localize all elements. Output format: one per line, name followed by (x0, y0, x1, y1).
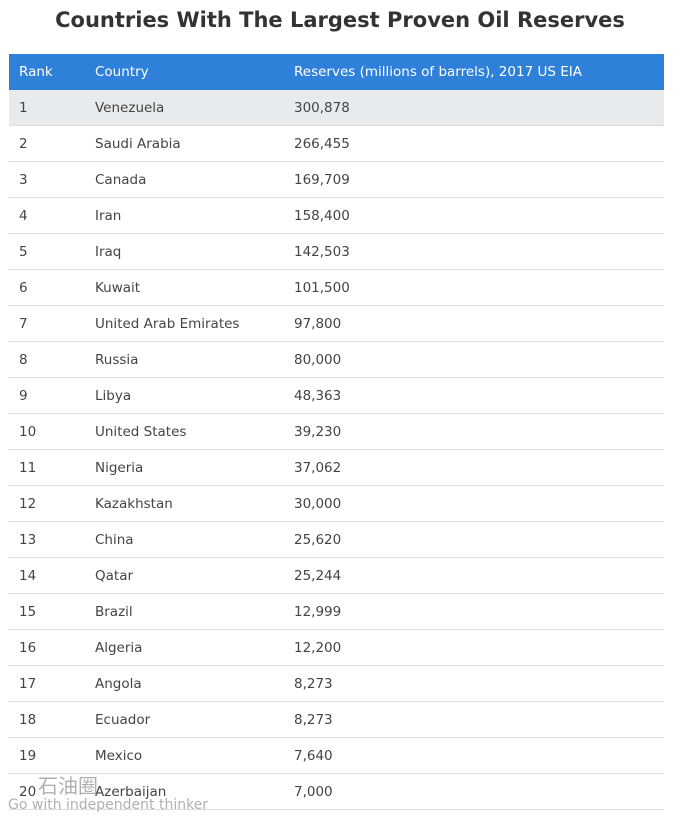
table-cell: 4 (9, 197, 95, 234)
table-row: 19 Mexico 7,640 (9, 737, 664, 774)
table-cell: 15 (9, 593, 95, 630)
table-cell: 18 (9, 701, 95, 738)
table-row: 11 Nigeria 37,062 (9, 449, 664, 486)
table-cell: 17 (9, 665, 95, 702)
table-cell: Mexico (95, 737, 294, 774)
table-cell: 20 (9, 773, 95, 810)
table-row: 13 China 25,620 (9, 521, 664, 558)
column-header: Rank (9, 54, 95, 90)
table-cell: 8,273 (294, 665, 664, 702)
table-cell: 142,503 (294, 233, 664, 270)
table-cell: 7 (9, 305, 95, 342)
table-cell: 13 (9, 521, 95, 558)
table: Rank Country Reserves (millions of barrels… (9, 54, 664, 810)
table-cell: 80,000 (294, 341, 664, 378)
table-row: 17 Angola 8,273 (9, 665, 664, 702)
table-cell: 14 (9, 557, 95, 594)
table-cell: 25,620 (294, 521, 664, 558)
table-cell: Ecuador (95, 701, 294, 738)
table-cell: Algeria (95, 629, 294, 666)
table-row: 16 Algeria 12,200 (9, 629, 664, 666)
table-cell: Russia (95, 341, 294, 378)
table-cell: 97,800 (294, 305, 664, 342)
table-cell: Angola (95, 665, 294, 702)
table-cell: Saudi Arabia (95, 125, 294, 162)
table-cell: Canada (95, 161, 294, 198)
table-cell: Iraq (95, 233, 294, 270)
header-row: Rank Country Reserves (millions of barrels… (9, 54, 664, 90)
table-cell: 30,000 (294, 485, 664, 522)
table-cell: 10 (9, 413, 95, 450)
table-cell: 2 (9, 125, 95, 162)
table-row: 4 Iran 158,400 (9, 197, 664, 234)
table-cell: 300,878 (294, 90, 664, 126)
table-cell: 7,640 (294, 737, 664, 774)
table-cell: 37,062 (294, 449, 664, 486)
table-cell: Azerbaijan (95, 773, 294, 810)
table-cell: 8,273 (294, 701, 664, 738)
title: Countries With The Largest Proven Oil Re… (55, 8, 625, 32)
table-cell: Kuwait (95, 269, 294, 306)
table-row: 14 Qatar 25,244 (9, 557, 664, 594)
table-cell: 6 (9, 269, 95, 306)
table-row: 1 Venezuela 300,878 (9, 90, 664, 126)
table-cell: 158,400 (294, 197, 664, 234)
table-cell: Qatar (95, 557, 294, 594)
table-cell: 3 (9, 161, 95, 198)
table-cell: Kazakhstan (95, 485, 294, 522)
table-cell: 11 (9, 449, 95, 486)
table-cell: 19 (9, 737, 95, 774)
table-cell: China (95, 521, 294, 558)
table-cell: 1 (9, 90, 95, 126)
table-cell: 12,999 (294, 593, 664, 630)
table-cell: 9 (9, 377, 95, 414)
table-cell: 5 (9, 233, 95, 270)
table-row: 3 Canada 169,709 (9, 161, 664, 198)
table-cell: 48,363 (294, 377, 664, 414)
table-cell: 12,200 (294, 629, 664, 666)
table-row: 9 Libya 48,363 (9, 377, 664, 414)
table-row: 12 Kazakhstan 30,000 (9, 485, 664, 522)
table-cell: 101,500 (294, 269, 664, 306)
table-row: 7 United Arab Emirates 97,800 (9, 305, 664, 342)
table-cell: 169,709 (294, 161, 664, 198)
table-cell: 266,455 (294, 125, 664, 162)
table-row: 5 Iraq 142,503 (9, 233, 664, 270)
table-cell: 39,230 (294, 413, 664, 450)
table-cell: Venezuela (95, 90, 294, 126)
table-cell: 25,244 (294, 557, 664, 594)
table-cell: 8 (9, 341, 95, 378)
table-row: 8 Russia 80,000 (9, 341, 664, 378)
table-cell: Brazil (95, 593, 294, 630)
table-cell: 7,000 (294, 773, 664, 810)
table-row: 18 Ecuador 8,273 (9, 701, 664, 738)
table-cell: 16 (9, 629, 95, 666)
table-cell: 12 (9, 485, 95, 522)
column-header: Country (95, 54, 294, 90)
column-header: Reserves (millions of barrels), 2017 US … (294, 54, 664, 90)
table-row: 2 Saudi Arabia 266,455 (9, 125, 664, 162)
table-cell: Nigeria (95, 449, 294, 486)
table-cell: Iran (95, 197, 294, 234)
table-row: 20 Azerbaijan 7,000 (9, 773, 664, 810)
table-row: 10 United States 39,230 (9, 413, 664, 450)
table-cell: Libya (95, 377, 294, 414)
table-cell: United Arab Emirates (95, 305, 294, 342)
table-row: 6 Kuwait 101,500 (9, 269, 664, 306)
table-body: 1 Venezuela 300,878 2 Saudi Arabia 266,455 3 Ca… (9, 90, 664, 810)
table-cell: United States (95, 413, 294, 450)
table-row: 15 Brazil 12,999 (9, 593, 664, 630)
